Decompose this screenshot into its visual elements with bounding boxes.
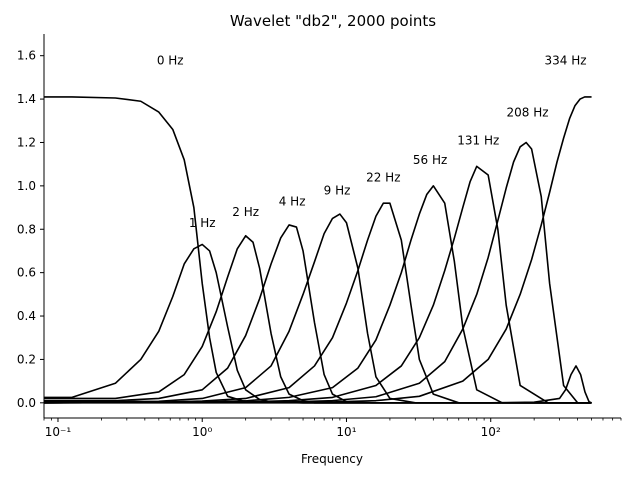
y-tick-label: 0.2	[17, 352, 36, 366]
wavelet-curves	[43, 96, 592, 404]
y-tick-label: 1.0	[17, 179, 36, 193]
y-tick-label: 1.6	[17, 49, 36, 63]
axis-ticks: 0.0 0.2 0.4 0.6 0.8 1.0 1.2 1.4 1.6 10⁻¹ 10⁰ 10¹ 10²	[17, 49, 622, 439]
frequency-label: 1 Hz	[189, 216, 216, 230]
frequency-label: 208 Hz	[507, 105, 549, 119]
wavelet-curve-3	[44, 224, 592, 404]
wavelet-curve-9	[44, 365, 592, 404]
y-tick-label: 1.2	[17, 135, 36, 149]
frequency-annotations: 0 Hz 1 Hz 2 Hz 4 Hz 9 Hz 22 Hz 56 Hz 131 Hz 208 …	[157, 53, 587, 230]
chart-title: Wavelet "db2", 2000 points	[230, 12, 436, 30]
x-tick-label: 10²	[481, 425, 501, 439]
y-tick-label: 1.4	[17, 92, 36, 106]
x-tick-label: 10⁻¹	[45, 425, 72, 439]
y-tick-label: 0.0	[17, 396, 36, 410]
wavelet-curve-7	[43, 165, 592, 404]
wavelet-curve-4	[43, 213, 592, 404]
frequency-label: 56 Hz	[413, 153, 447, 167]
wavelet-curve-5	[43, 202, 592, 404]
y-tick-label: 0.8	[17, 222, 36, 236]
frequency-label: 22 Hz	[366, 171, 400, 185]
frequency-label: 0 Hz	[157, 53, 184, 67]
frequency-label: 334 Hz	[545, 53, 587, 67]
x-tick-label: 10⁰	[192, 425, 212, 439]
wavelet-curve-10	[43, 96, 592, 404]
frequency-label: 4 Hz	[279, 194, 306, 208]
x-axis-label: Frequency	[301, 452, 363, 466]
y-tick-label: 0.6	[17, 266, 36, 280]
x-tick-label: 10¹	[336, 425, 356, 439]
y-tick-label: 0.4	[17, 309, 36, 323]
wavelet-curve-0	[44, 96, 592, 404]
wavelet-curve-6	[43, 185, 592, 404]
frequency-label: 131 Hz	[457, 134, 499, 148]
wavelet-curve-8	[43, 141, 592, 404]
frequency-label: 9 Hz	[324, 184, 351, 198]
frequency-label: 2 Hz	[232, 205, 259, 219]
